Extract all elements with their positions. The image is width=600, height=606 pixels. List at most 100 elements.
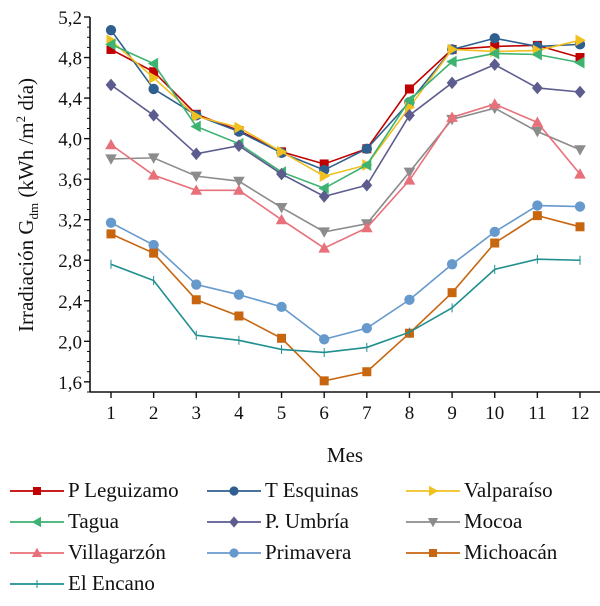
series-line-p-umbria [110,63,581,198]
data-point-valparaiso [191,110,203,123]
x-tick-label: 4 [234,403,244,424]
data-point-p-umbria [574,85,586,99]
data-point-p-leguizamo [404,84,414,94]
data-point-mocoa [147,153,160,164]
data-point-p-leguizamo [319,159,329,169]
legend-swatch-icon [207,515,261,528]
x-tick-label: 10 [485,403,504,424]
x-tick-label: 6 [319,403,329,424]
data-point-villagarzon [531,116,544,127]
data-point-p-umbria [361,178,373,192]
legend-label: P Leguizamo [68,478,179,502]
legend-item: Tagua [8,509,205,534]
data-point-t-esquinas [361,143,372,154]
legend-label: Valparaíso [464,478,553,502]
data-point-villagarzon [147,169,160,180]
data-point-primavera [404,294,415,305]
data-point-mocoa [318,227,331,238]
data-point-tagua [318,182,329,195]
data-point-michoacan [106,229,116,239]
data-point-villagarzon [275,213,288,225]
data-point-michoacan [362,367,372,377]
data-point-t-esquinas [148,83,159,95]
data-point-primavera [446,259,458,270]
data-point-p-umbria [276,167,287,181]
legend-item: T Esquinas [205,478,404,503]
legend-row: Villagarzón Primavera Michoacán [8,537,600,568]
legend-item: P Leguizamo [8,478,205,503]
data-point-villagarzon [318,242,331,253]
x-tick-label: 8 [405,403,415,424]
data-point-valparaiso [234,121,245,134]
data-point-primavera [361,322,372,334]
legend-swatch-marker [229,515,239,528]
data-point-valparaiso [447,43,458,56]
y-tick-label: 1,6 [58,373,82,394]
legend-swatch-marker [31,547,43,557]
y-tick-label: 2,0 [58,332,82,353]
y-tick-label: 4,8 [58,49,82,70]
data-point-villagarzon [403,174,416,185]
x-tick-label: 2 [149,403,159,424]
data-point-p-umbria [190,147,202,161]
legend-label: Primavera [265,540,352,564]
series-p-umbria [105,58,586,203]
series-line-villagarzon [110,103,581,249]
data-point-villagarzon [446,111,458,122]
data-point-michoacan [149,248,159,258]
legend-swatch-icon [10,547,64,557]
data-point-villagarzon [360,221,373,233]
legend-swatch-icon [406,517,460,527]
legend-item: P. Umbría [205,509,404,534]
legend-item: Mocoa [404,509,594,534]
data-point-mocoa [275,203,288,214]
data-point-valparaiso [149,71,160,84]
data-point-t-esquinas [489,33,500,44]
legend: P Leguizamo T Esquinas Valparaíso Tagua P. U… [8,475,600,599]
legend-swatch-marker [429,548,437,557]
data-point-michoacan [319,376,329,386]
legend-item: El Encano [8,571,205,596]
legend-swatch-icon [10,579,64,588]
data-point-villagarzon [574,168,586,179]
data-point-tagua [488,47,500,60]
legend-item: Michoacán [404,540,594,565]
data-point-michoacan [575,222,585,232]
legend-row: El Encano [8,568,600,599]
data-point-p-umbria [531,81,543,95]
data-point-t-esquinas [105,25,117,36]
x-tick-label: 9 [447,403,457,424]
data-point-p-umbria [318,190,330,203]
data-point-tagua [403,94,414,106]
legend-swatch-icon [207,485,261,496]
series-primavera [105,200,586,345]
legend-swatch-icon [406,548,460,557]
data-point-tagua [446,55,457,68]
legend-item: Villagarzón [8,540,205,565]
legend-label: Villagarzón [68,540,166,564]
data-point-michoacan [447,288,457,298]
series-villagarzon [105,98,586,253]
data-point-p-leguizamo [106,44,116,54]
data-point-primavera [148,239,159,251]
x-tick-label: 12 [571,403,590,424]
series-el-encano [110,254,581,357]
legend-row: P Leguizamo T Esquinas Valparaíso [8,475,600,506]
legend-swatch-icon [406,485,460,496]
data-point-tagua [531,48,542,61]
data-point-valparaiso [277,145,288,158]
legend-label: P. Umbría [265,509,349,533]
data-point-michoacan [234,311,244,321]
data-point-tagua [147,57,159,70]
data-point-primavera [105,217,117,228]
legend-swatch-icon [10,516,64,527]
y-axis-title: Irradiación Gdm (kWh /m2 día) [13,78,41,332]
legend-swatch-marker [429,485,439,496]
data-point-primavera [532,200,543,211]
data-point-p-leguizamo [575,53,585,63]
legend-swatch-icon [10,486,64,495]
legend-label: T Esquinas [265,478,359,502]
data-point-michoacan [277,333,287,343]
y-tick-label: 2,8 [58,251,82,272]
data-point-villagarzon [190,184,203,195]
